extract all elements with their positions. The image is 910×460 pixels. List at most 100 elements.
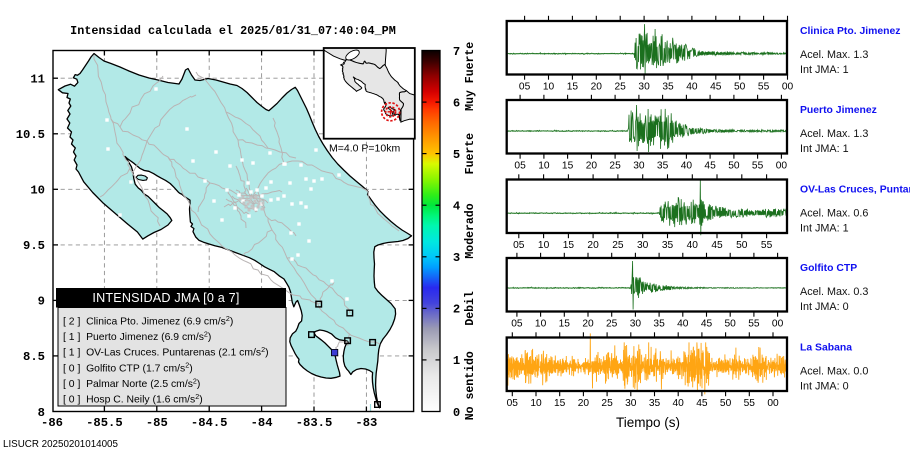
svg-text:00: 00 (782, 81, 794, 92)
svg-text:10: 10 (535, 318, 547, 329)
svg-text:1: 1 (453, 354, 460, 368)
svg-text:6: 6 (453, 96, 460, 110)
svg-text:15: 15 (559, 318, 571, 329)
svg-text:-86: -86 (41, 416, 63, 430)
svg-text:10: 10 (543, 81, 555, 92)
svg-text:30: 30 (630, 318, 642, 329)
svg-text:25: 25 (606, 318, 618, 329)
svg-text:30: 30 (637, 240, 649, 251)
svg-text:11: 11 (30, 73, 45, 87)
svg-text:No sentido: No sentido (464, 351, 477, 420)
svg-text:00: 00 (776, 160, 788, 171)
svg-text:00: 00 (767, 398, 779, 409)
svg-text:Acel. Max. 0.3: Acel. Max. 0.3 (800, 286, 868, 298)
svg-text:15: 15 (563, 240, 575, 251)
svg-text:55: 55 (752, 160, 764, 171)
svg-text:7: 7 (453, 45, 460, 59)
svg-text:10: 10 (538, 240, 550, 251)
svg-text:Fuerte: Fuerte (464, 133, 477, 175)
svg-text:50: 50 (728, 160, 740, 171)
svg-text:30: 30 (633, 160, 645, 171)
svg-text:55: 55 (744, 398, 756, 409)
svg-text:INTENSIDAD JMA [0 a 7]: INTENSIDAD JMA [0 a 7] (92, 291, 239, 305)
svg-text:55: 55 (748, 318, 760, 329)
svg-text:Int JMA: 1: Int JMA: 1 (800, 223, 849, 235)
svg-text:Golfito CTP: Golfito CTP (800, 263, 857, 274)
svg-text:05: 05 (507, 398, 519, 409)
svg-text:Clinica Pto. Jimenez: Clinica Pto. Jimenez (800, 26, 900, 37)
svg-text:20: 20 (591, 81, 603, 92)
svg-text:05: 05 (519, 81, 531, 92)
svg-text:[ 0 ] Palmar Norte (2.5 cm/s2: [ 0 ] Palmar Norte (2.5 cm/s2) (63, 376, 200, 390)
svg-text:0: 0 (453, 406, 460, 420)
svg-text:20: 20 (582, 318, 594, 329)
svg-text:50: 50 (734, 81, 746, 92)
svg-text:50: 50 (736, 240, 748, 251)
svg-text:45: 45 (711, 240, 723, 251)
svg-text:10.5: 10.5 (16, 128, 45, 142)
svg-text:50: 50 (720, 398, 732, 409)
svg-text:10: 10 (538, 160, 550, 171)
svg-text:30: 30 (625, 398, 637, 409)
svg-text:9: 9 (38, 295, 45, 309)
svg-text:25: 25 (609, 160, 621, 171)
svg-text:8.5: 8.5 (23, 350, 45, 364)
svg-text:-83: -83 (355, 416, 377, 430)
svg-text:45: 45 (696, 398, 708, 409)
svg-text:9.5: 9.5 (23, 239, 45, 253)
svg-text:[ 0 ] Hosp C. Neily (1.6 cm/s: [ 0 ] Hosp C. Neily (1.6 cm/s2) (63, 392, 203, 406)
svg-text:10: 10 (530, 398, 542, 409)
svg-text:40: 40 (673, 398, 685, 409)
svg-text:45: 45 (701, 318, 713, 329)
svg-text:15: 15 (567, 81, 579, 92)
svg-text:00: 00 (772, 318, 784, 329)
svg-text:55: 55 (758, 81, 770, 92)
svg-text:15: 15 (562, 160, 574, 171)
svg-text:2: 2 (453, 303, 460, 317)
svg-text:40: 40 (686, 81, 698, 92)
svg-text:-85: -85 (146, 416, 168, 430)
svg-text:8: 8 (38, 406, 45, 420)
svg-text:-84: -84 (251, 416, 273, 430)
svg-text:[ 2 ] Clinica Pto. Jimenez (6: [ 2 ] Clinica Pto. Jimenez (6.9 cm/s2) (63, 314, 233, 328)
svg-text:55: 55 (761, 240, 773, 251)
svg-text:45: 45 (704, 160, 716, 171)
svg-text:M=4.0 P=10km: M=4.0 P=10km (329, 143, 400, 155)
svg-text:25: 25 (612, 240, 624, 251)
svg-text:05: 05 (513, 240, 525, 251)
svg-text:50: 50 (725, 318, 737, 329)
svg-text:20: 20 (586, 160, 598, 171)
svg-text:3: 3 (453, 251, 460, 265)
svg-text:45: 45 (710, 81, 722, 92)
svg-text:Int JMA: 1: Int JMA: 1 (800, 143, 849, 155)
svg-text:[ 1 ] OV-Las Cruces. Puntaren: [ 1 ] OV-Las Cruces. Puntarenas (2.1 cm/… (63, 345, 269, 359)
svg-text:20: 20 (578, 398, 590, 409)
svg-text:40: 40 (681, 160, 693, 171)
svg-text:Acel. Max. 1.3: Acel. Max. 1.3 (800, 49, 868, 61)
svg-text:20: 20 (587, 240, 599, 251)
svg-text:Puerto Jimenez: Puerto Jimenez (800, 105, 877, 116)
svg-text:Int JMA: 1: Int JMA: 1 (800, 64, 849, 76)
svg-text:Debil: Debil (464, 291, 477, 326)
svg-text:4: 4 (453, 200, 460, 214)
svg-text:La Sabana: La Sabana (800, 343, 852, 354)
svg-text:-85.5: -85.5 (86, 416, 123, 430)
svg-text:Int JMA: 0: Int JMA: 0 (800, 301, 849, 313)
svg-text:[ 1 ] Puerto Jimenez (6.9 cm/: [ 1 ] Puerto Jimenez (6.9 cm/s2) (63, 330, 211, 344)
svg-text:Acel. Max. 1.3: Acel. Max. 1.3 (800, 128, 868, 140)
svg-text:Acel. Max. 0.6: Acel. Max. 0.6 (800, 208, 868, 220)
svg-text:35: 35 (657, 160, 669, 171)
svg-text:[ 0 ] Golfito CTP (1.7 cm/s2): [ 0 ] Golfito CTP (1.7 cm/s2) (63, 361, 193, 375)
svg-text:05: 05 (514, 160, 526, 171)
svg-text:5: 5 (453, 148, 460, 162)
svg-text:40: 40 (687, 240, 699, 251)
svg-text:35: 35 (662, 240, 674, 251)
svg-text:30: 30 (638, 81, 650, 92)
svg-text:25: 25 (615, 81, 627, 92)
svg-text:Moderado: Moderado (464, 203, 477, 258)
svg-text:Int JMA: 0: Int JMA: 0 (800, 381, 849, 393)
svg-text:LISUCR 20250201014005: LISUCR 20250201014005 (3, 439, 118, 450)
svg-text:-84.5: -84.5 (191, 416, 228, 430)
svg-text:10: 10 (30, 184, 45, 198)
svg-text:Tiempo (s): Tiempo (s) (616, 415, 680, 430)
